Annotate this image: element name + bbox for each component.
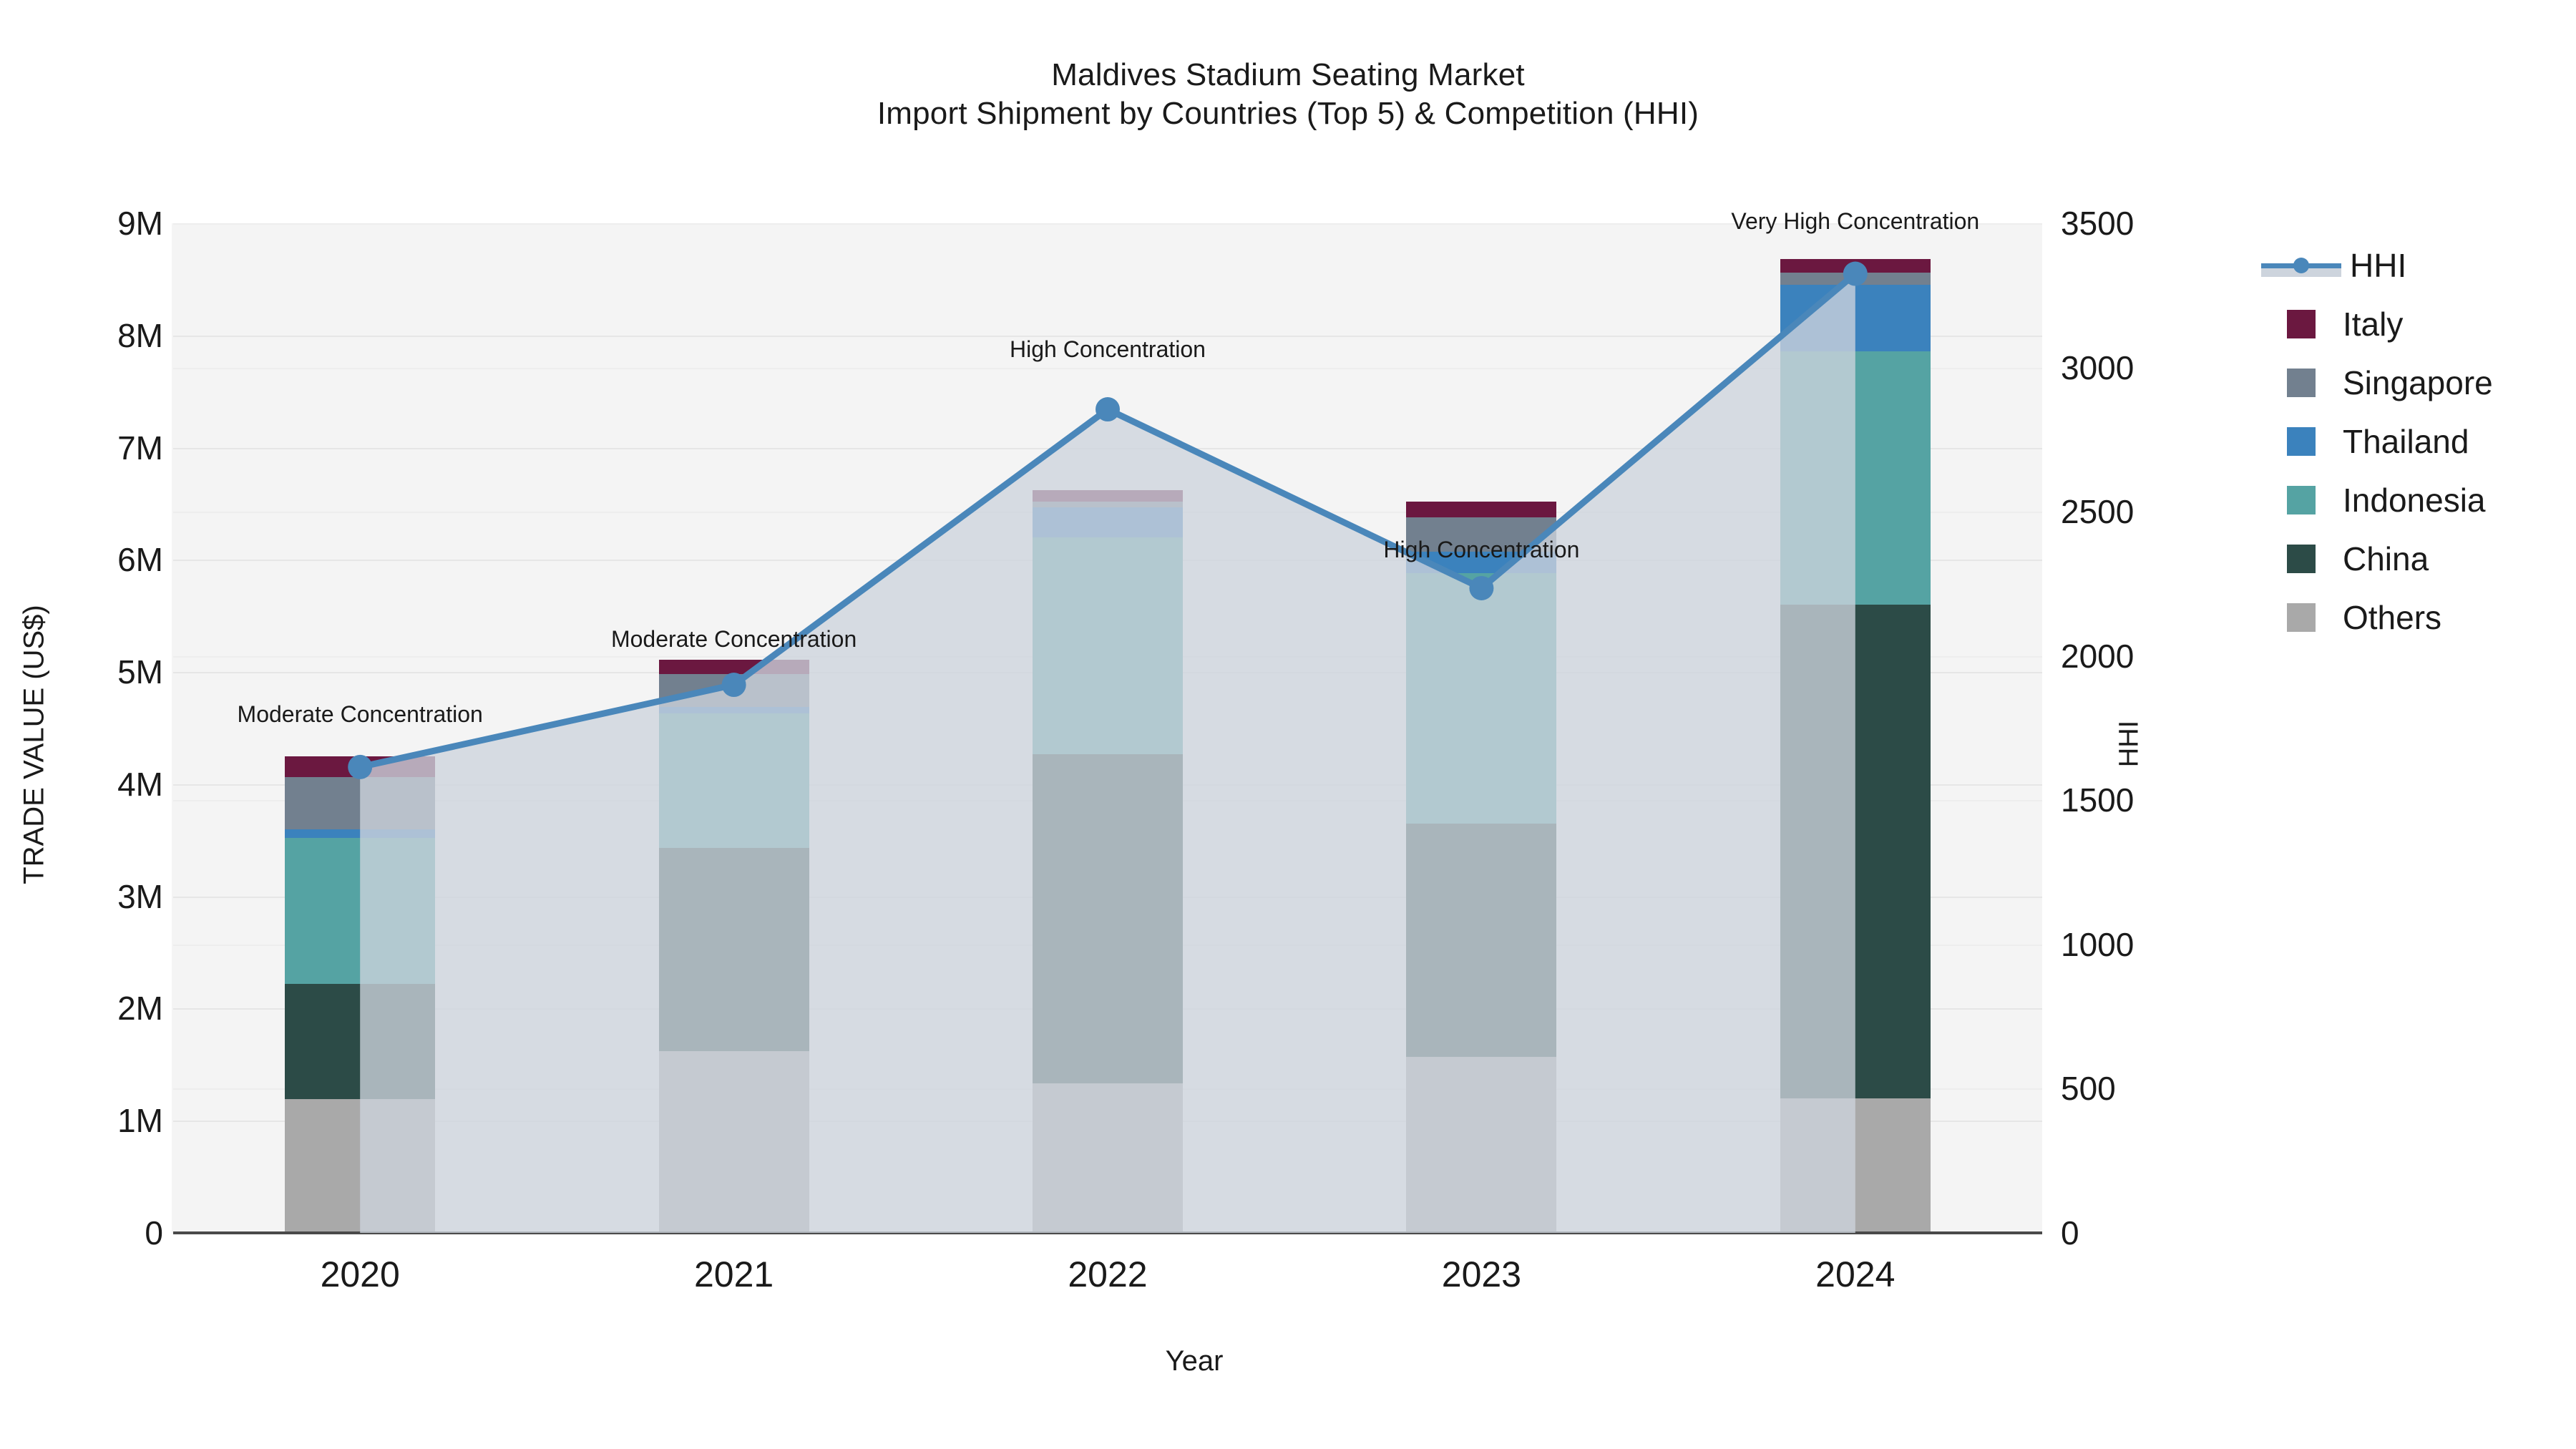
y-axis-left-title: TRADE VALUE (US$) [18,605,50,884]
gridline-right-7 [173,223,2042,225]
bar-segment-china-2020[interactable] [285,983,436,1100]
chart-title: Maldives Stadium Seating Market Import S… [0,56,2576,132]
x-axis-tick-2021: 2021 [693,1254,774,1294]
legend-item-china[interactable]: China [2261,530,2569,588]
y-axis-right-tick-1000: 1000 [2061,925,2135,963]
bar-segment-singapore-2024[interactable] [1780,272,1931,286]
annotation-2022: High Concentration [1010,336,1206,363]
x-axis-tick-2023: 2023 [1441,1254,1521,1294]
x-axis-tick-2020: 2020 [320,1254,400,1294]
bar-segment-china-2023[interactable] [1406,823,1557,1057]
bar-segment-others-2020[interactable] [285,1099,436,1233]
x-axis-title: Year [1165,1345,1224,1377]
bar-segment-indonesia-2023[interactable] [1406,573,1557,824]
legend-label-singapore: Singapore [2343,364,2493,401]
y-axis-right-tick-2000: 2000 [2061,637,2135,675]
bar-segment-singapore-2021[interactable] [658,674,809,707]
bar-segment-italy-2021[interactable] [658,659,809,675]
bar-segment-others-2021[interactable] [658,1051,809,1233]
bar-segment-thailand-2024[interactable] [1780,285,1931,351]
bar-segment-indonesia-2022[interactable] [1033,537,1183,754]
chart-title-line-2: Import Shipment by Countries (Top 5) & C… [877,95,1699,131]
y-axis-right-tick-3000: 3000 [2061,348,2135,386]
legend-item-italy[interactable]: Italy [2261,295,2569,353]
y-axis-left-tick-6M: 6M [117,541,163,579]
legend-item-indonesia[interactable]: Indonesia [2261,471,2569,530]
gridline-left-7 [173,447,2042,449]
bar-segment-thailand-2022[interactable] [1033,507,1183,537]
annotation-2024: Very High Concentration [1731,208,1980,234]
y-axis-left-spine [172,223,174,1234]
bar-segment-china-2021[interactable] [658,848,809,1052]
legend-swatch-others [2287,603,2316,632]
x-axis-tick-2024: 2024 [1815,1254,1896,1294]
bar-segment-thailand-2021[interactable] [658,706,809,714]
bar-segment-italy-2022[interactable] [1033,490,1183,502]
y-axis-left-tick-7M: 7M [117,429,163,467]
y-axis-left-tick-8M: 8M [117,316,163,354]
legend-item-others[interactable]: Others [2261,588,2569,647]
bar-segment-others-2023[interactable] [1406,1056,1557,1233]
y-axis-left-tick-0: 0 [145,1214,163,1252]
bar-segment-china-2024[interactable] [1780,605,1931,1098]
legend-swatch-italy [2287,310,2316,338]
legend-label-italy: Italy [2343,306,2404,343]
bar-segment-italy-2023[interactable] [1406,501,1557,517]
chart-legend: HHI Italy Singapore Thailand Indonesia China O… [2261,236,2569,647]
bar-segment-others-2024[interactable] [1780,1098,1931,1233]
legend-line-icon [2261,251,2341,280]
bar-segment-italy-2020[interactable] [285,756,436,778]
y-axis-right-tick-500: 500 [2061,1070,2116,1108]
bar-segment-thailand-2020[interactable] [285,829,436,839]
legend-swatch-thailand [2287,427,2316,456]
legend-label-hhi: HHI [2350,247,2407,284]
y-axis-left-tick-3M: 3M [117,877,163,915]
bar-segment-others-2022[interactable] [1033,1083,1183,1233]
y-axis-left-tick-1M: 1M [117,1102,163,1140]
bar-segment-indonesia-2020[interactable] [285,838,436,984]
bar-segment-singapore-2022[interactable] [1033,501,1183,507]
x-axis-tick-2022: 2022 [1068,1254,1148,1294]
y-axis-right-title: HHI [2114,720,2145,768]
plot-area [173,223,2042,1234]
y-axis-left-tick-4M: 4M [117,765,163,803]
chart-title-line-1: Maldives Stadium Seating Market [1051,57,1525,92]
y-axis-right-tick-0: 0 [2061,1214,2079,1252]
y-axis-left-tick-2M: 2M [117,990,163,1028]
legend-swatch-singapore [2287,369,2316,397]
bar-segment-singapore-2020[interactable] [285,777,436,829]
legend-label-indonesia: Indonesia [2343,482,2486,519]
bar-segment-italy-2024[interactable] [1780,259,1931,273]
legend-label-thailand: Thailand [2343,423,2469,460]
bar-segment-indonesia-2021[interactable] [658,713,809,849]
legend-swatch-indonesia [2287,486,2316,514]
legend-swatch-china [2287,545,2316,573]
annotation-2023: High Concentration [1383,536,1580,562]
legend-label-others: Others [2343,599,2442,636]
y-axis-right-tick-3500: 3500 [2061,205,2135,242]
x-axis-baseline [173,1231,2042,1234]
legend-item-hhi[interactable]: HHI [2261,236,2569,295]
bar-segment-china-2022[interactable] [1033,753,1183,1084]
y-axis-left-tick-5M: 5M [117,653,163,691]
y-axis-right-tick-2500: 2500 [2061,493,2135,531]
bar-segment-indonesia-2024[interactable] [1780,351,1931,605]
legend-item-singapore[interactable]: Singapore [2261,353,2569,412]
annotation-2021: Moderate Concentration [610,626,857,653]
legend-label-china: China [2343,540,2429,577]
legend-item-thailand[interactable]: Thailand [2261,412,2569,471]
annotation-2020: Moderate Concentration [237,701,483,727]
y-axis-left-tick-9M: 9M [117,205,163,242]
y-axis-right-tick-1500: 1500 [2061,781,2135,819]
gridline-right-6 [173,367,2042,369]
